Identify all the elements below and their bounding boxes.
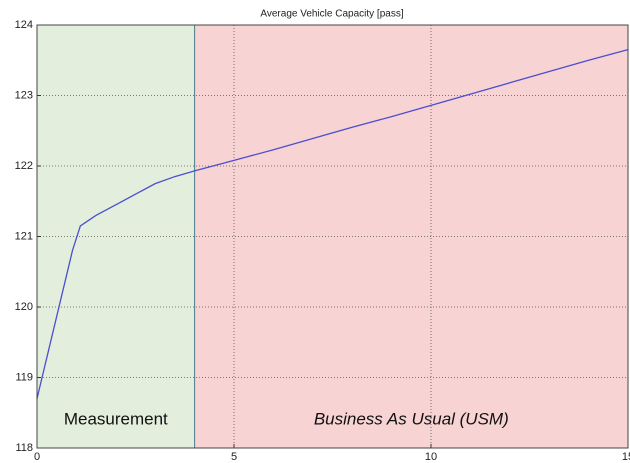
region-label: Business As Usual (USM) — [314, 409, 509, 428]
line-series — [36, 49, 629, 399]
y-tick-label: 118 — [15, 442, 33, 454]
y-tick-label: 119 — [15, 371, 33, 383]
plot-frame — [36, 24, 629, 449]
y-tick-label: 121 — [15, 230, 33, 242]
y-tick-label: 123 — [15, 89, 33, 101]
y-tick-label: 122 — [15, 160, 33, 172]
y-tick-label: 124 — [15, 19, 33, 31]
x-tick-label: 5 — [231, 451, 237, 463]
x-tick-label: 10 — [425, 451, 437, 463]
region — [194, 25, 628, 448]
chart-title: Average Vehicle Capacity [pass] — [260, 9, 403, 20]
x-tick-label: 15 — [622, 451, 630, 463]
y-tick-label: 120 — [15, 301, 33, 313]
region-label: Measurement — [64, 409, 168, 428]
x-tick-label: 0 — [34, 451, 40, 463]
